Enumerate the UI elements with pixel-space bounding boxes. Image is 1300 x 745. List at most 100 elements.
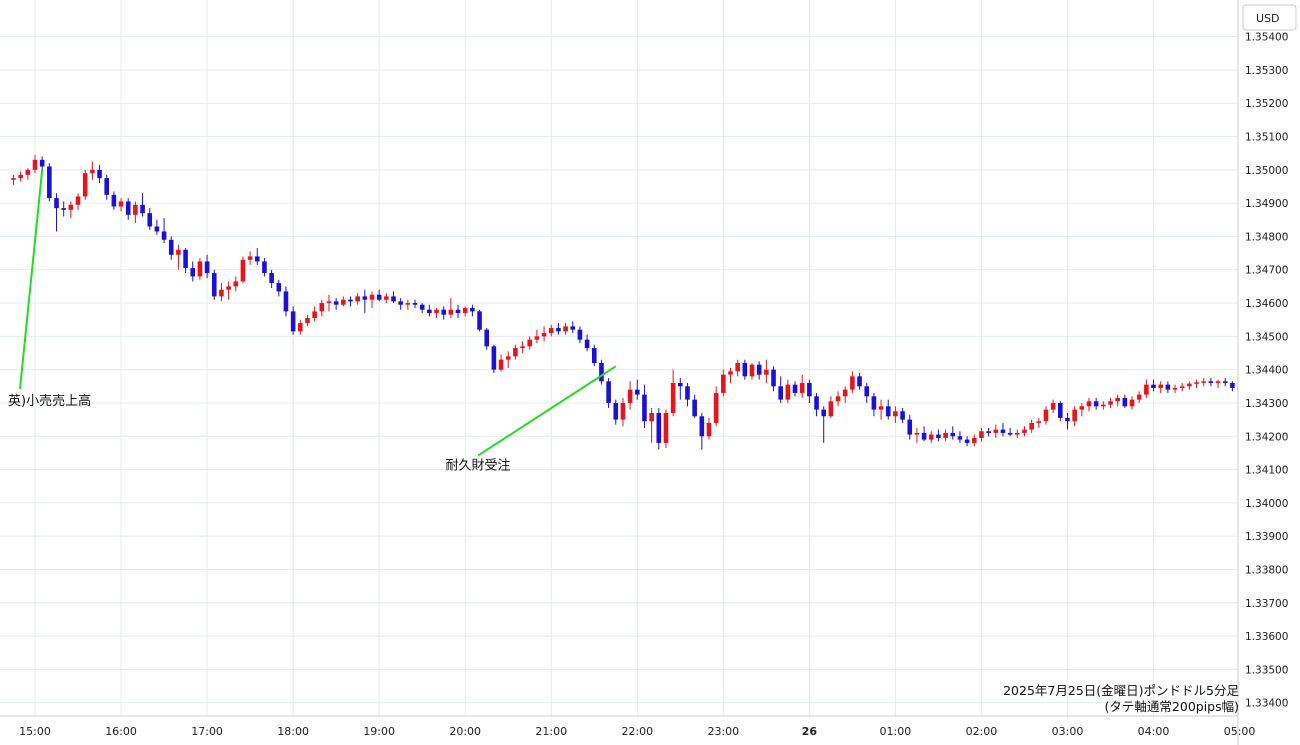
candle-body <box>97 169 102 179</box>
candle <box>878 399 884 420</box>
candle-body <box>477 311 482 330</box>
candle-body <box>921 432 927 440</box>
candle <box>1050 399 1056 413</box>
candle-body <box>1093 401 1099 407</box>
candle-body <box>928 434 934 440</box>
candle-body <box>254 256 260 262</box>
candle-body <box>104 178 110 195</box>
candle <box>685 382 690 407</box>
candle-body <box>233 281 239 287</box>
candle-body <box>878 406 884 410</box>
candle <box>706 417 712 440</box>
candle <box>398 298 403 310</box>
candle-body <box>219 289 224 297</box>
candle <box>634 379 640 400</box>
candle-body <box>971 437 977 443</box>
candle-body <box>1058 402 1063 418</box>
candle-body <box>692 399 697 417</box>
time-tick-label: 26 <box>802 725 818 738</box>
candle <box>979 427 984 442</box>
price-tick-label: 1.34400 <box>1245 365 1288 377</box>
price-tick-label: 1.35300 <box>1245 65 1288 77</box>
candle-body <box>398 301 403 305</box>
candle-body <box>384 296 389 300</box>
candle <box>993 424 999 438</box>
grid <box>0 0 1241 716</box>
candle <box>305 314 310 327</box>
candle <box>721 369 726 397</box>
candle-body <box>1122 397 1128 407</box>
time-tick-label: 17:00 <box>191 725 223 738</box>
candle <box>699 412 705 450</box>
price-tick-label: 1.35200 <box>1245 98 1288 110</box>
candle <box>764 359 769 383</box>
candle-body <box>125 201 131 215</box>
candle <box>147 208 153 230</box>
candle-body <box>943 432 948 438</box>
candle-body <box>369 294 375 300</box>
candle <box>391 291 396 304</box>
price-tick-label: 1.34600 <box>1245 298 1288 310</box>
candle-body <box>204 261 210 274</box>
candle <box>828 396 834 418</box>
candle <box>1129 396 1135 410</box>
candle <box>663 409 669 448</box>
candle-body <box>835 396 841 402</box>
candle-body <box>498 359 504 370</box>
candle <box>384 293 389 304</box>
candle <box>219 283 224 302</box>
candle-body <box>247 256 253 260</box>
candle <box>140 193 145 217</box>
candle <box>104 174 110 200</box>
candle-body <box>964 439 970 443</box>
price-tick-label: 1.33500 <box>1245 664 1288 676</box>
candle <box>814 392 819 417</box>
candle-body <box>670 382 676 413</box>
candle-body <box>18 174 23 179</box>
candle <box>534 329 540 344</box>
candle-body <box>326 301 332 304</box>
price-tick-label: 1.35400 <box>1245 32 1288 44</box>
candle <box>441 306 446 320</box>
candle-body <box>1172 387 1178 390</box>
candle-body <box>427 309 432 314</box>
candle <box>613 399 619 425</box>
candle <box>211 269 217 300</box>
candle-body <box>699 416 705 437</box>
candle <box>556 323 561 335</box>
currency-badge[interactable] <box>1242 4 1297 31</box>
candle-body <box>462 308 468 314</box>
candle <box>462 306 468 317</box>
candle-body <box>728 371 733 375</box>
candle-body <box>807 382 812 397</box>
candle-body <box>1165 384 1171 390</box>
candle <box>405 299 411 310</box>
candle-body <box>1007 432 1013 435</box>
candle <box>498 354 504 372</box>
candle-body <box>269 273 274 284</box>
candle <box>1179 382 1185 392</box>
candle-body <box>821 409 827 417</box>
candle-body <box>1144 384 1149 395</box>
candle-body <box>240 259 246 282</box>
time-tick-label: 05:00 <box>1224 725 1256 738</box>
candle <box>11 174 16 185</box>
candle <box>505 351 511 368</box>
candle <box>864 382 870 403</box>
candle-body <box>556 328 561 332</box>
candle <box>527 336 533 350</box>
candle-body <box>1108 401 1113 405</box>
time-tick-label: 19:00 <box>363 725 395 738</box>
candle-body <box>183 249 188 269</box>
candle <box>799 374 805 398</box>
candle <box>1101 401 1106 410</box>
candle <box>1022 426 1027 437</box>
candle <box>39 156 45 172</box>
candle <box>269 269 274 289</box>
candle <box>871 392 877 417</box>
candle-body <box>470 308 475 312</box>
candle-body <box>226 286 231 290</box>
candle <box>168 236 174 260</box>
